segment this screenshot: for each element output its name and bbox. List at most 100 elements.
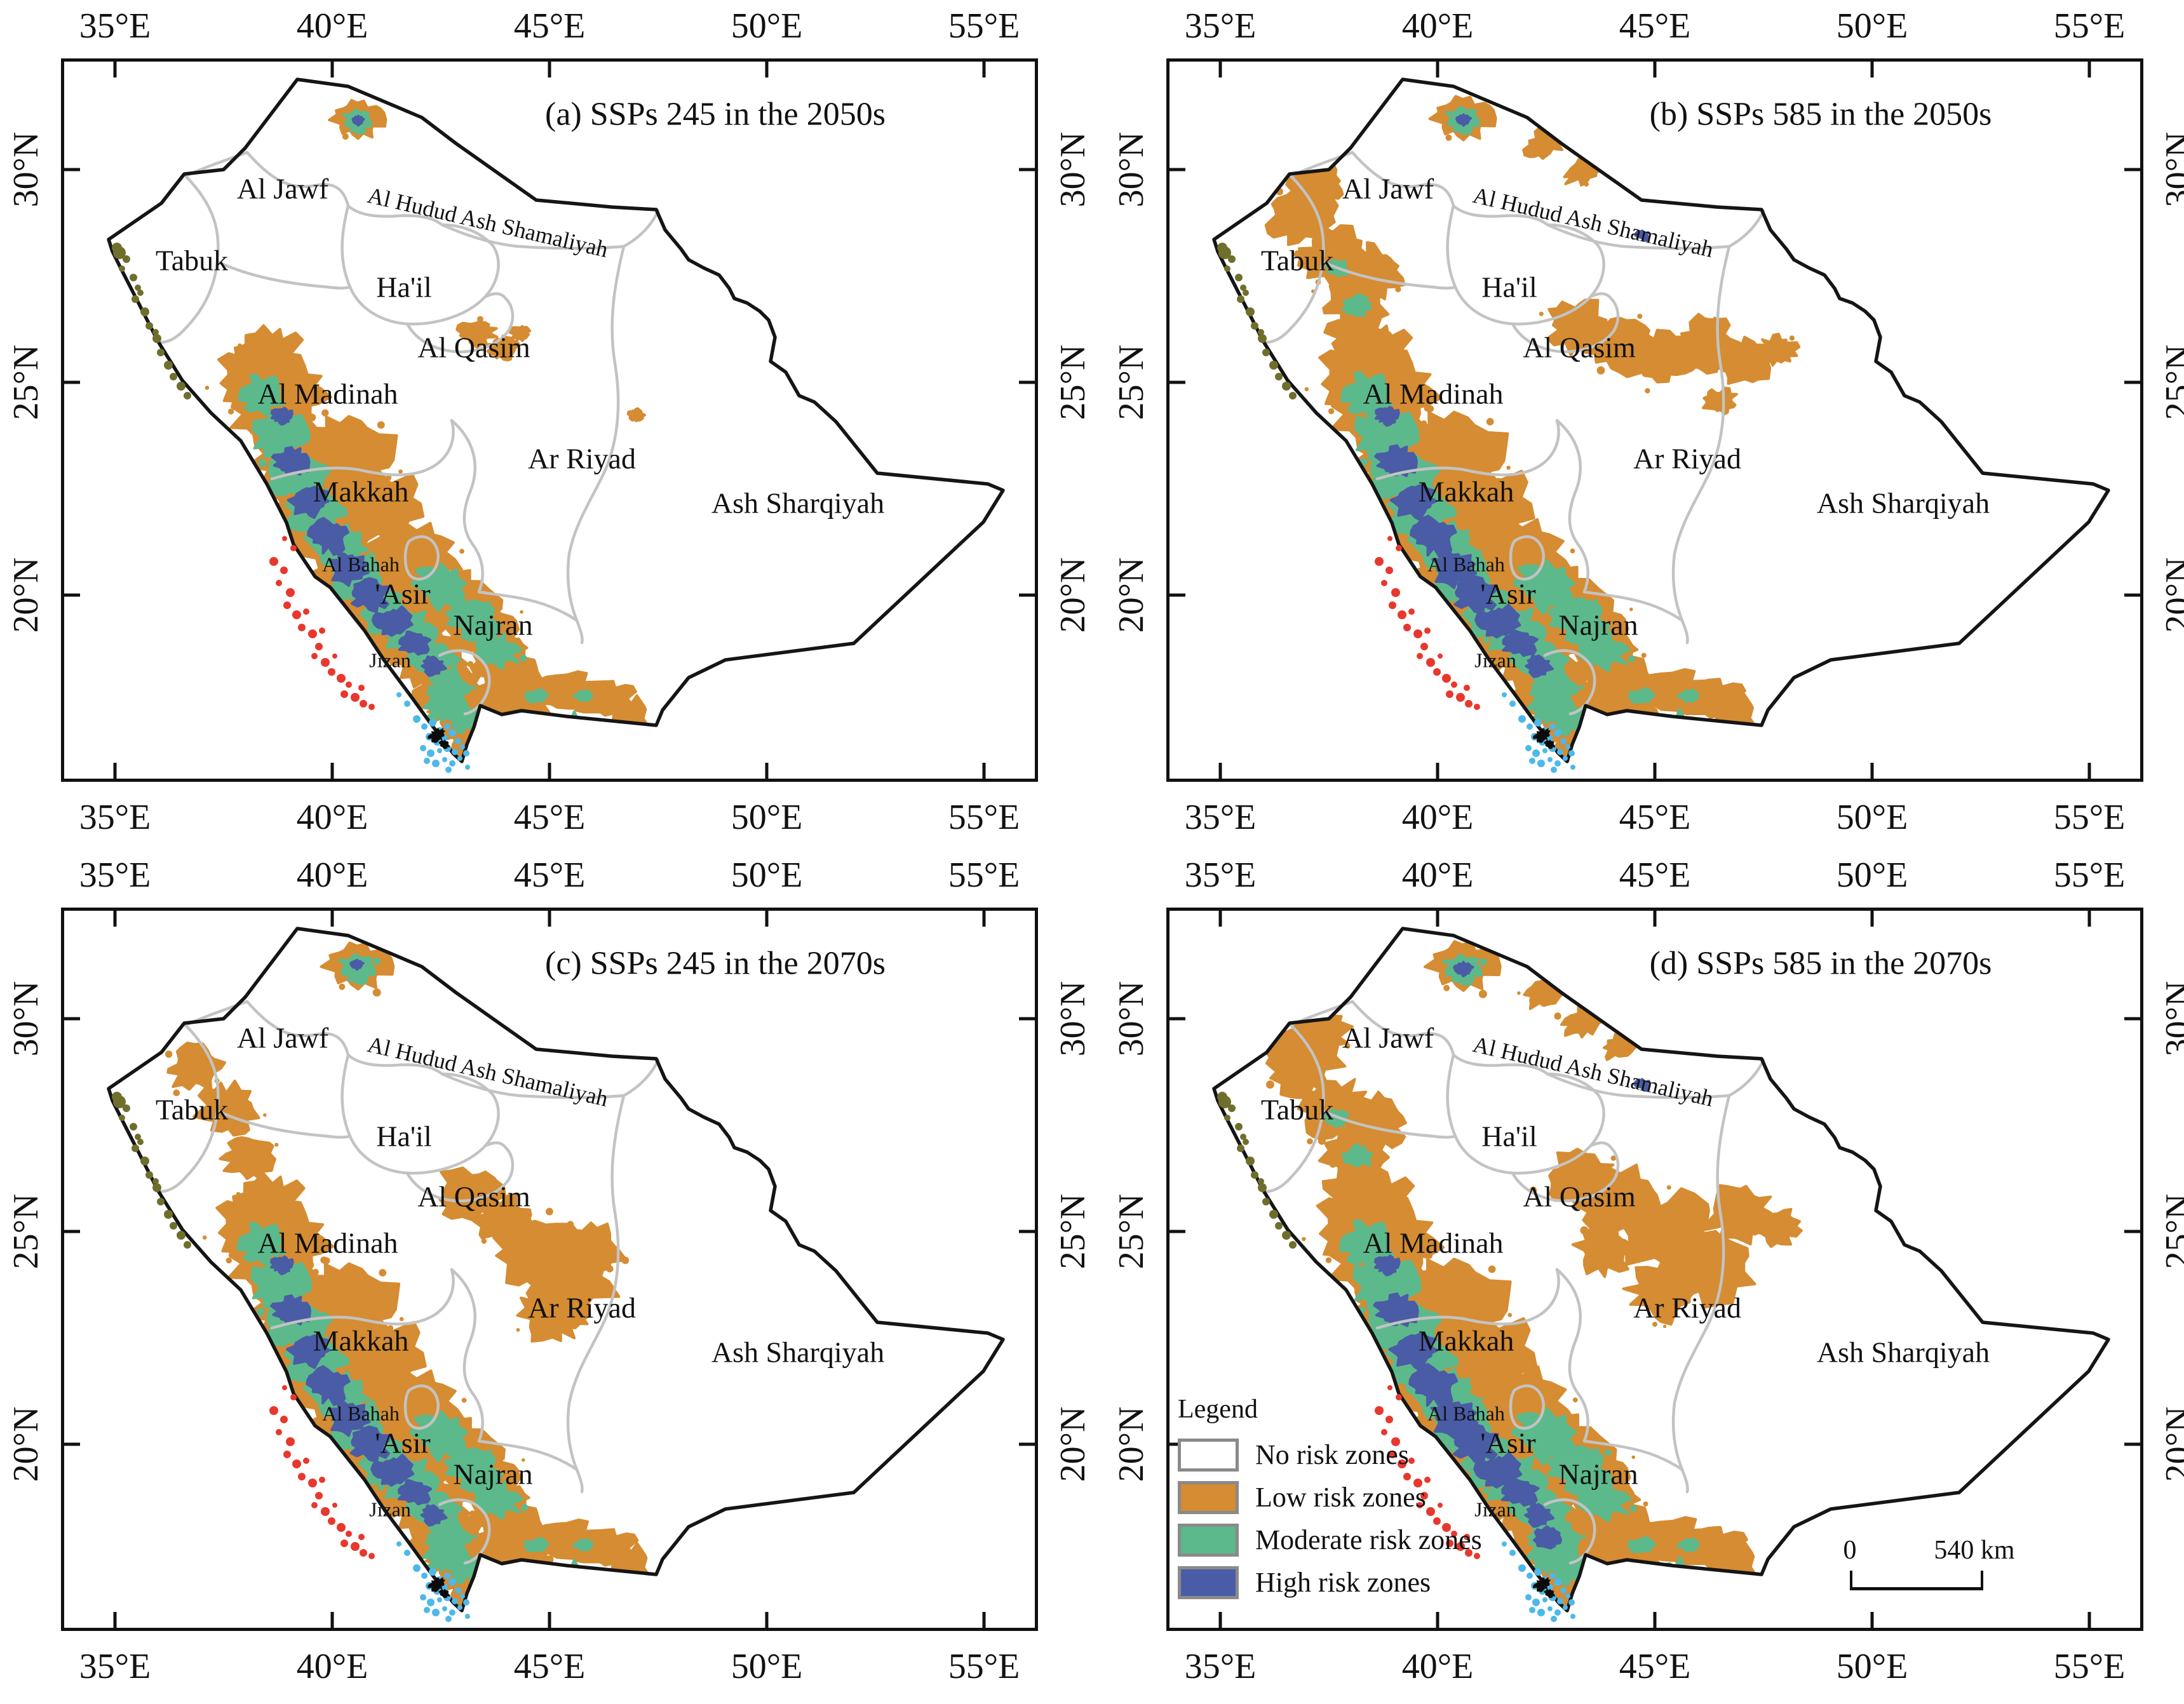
risk-speckle [1403,1327,1408,1332]
province-label: Ar Riyad [528,1291,636,1324]
risk-patch [1374,444,1418,478]
legend-item: Moderate risk zones [1178,1519,1534,1561]
risk-speckle [1345,1338,1353,1346]
olive-dot [137,1139,144,1145]
risk-patch [1677,688,1700,703]
observation-dots [112,243,470,773]
lon-label-bottom: 50°E [1836,798,1908,837]
red-dot [321,658,330,667]
lon-label-bottom: 35°E [79,1647,151,1686]
risk-patch [1323,311,1395,365]
risk-speckle [1405,576,1410,582]
risk-speckle [1554,1012,1561,1020]
risk-speckle [274,1143,279,1147]
risk-speckle [546,1207,553,1216]
red-dot [303,1458,309,1464]
map-svg-d [1166,908,2143,1631]
red-dot [1389,1451,1396,1458]
lon-label-bottom: 40°E [296,798,368,837]
province-label: Ha'il [1481,1120,1537,1153]
map-panel-c: 35°E 35°E 40°E 40°E 45°E 45°E 50°E 50°E 55°E 55°E… [6,855,1093,1686]
olive-dot [1258,329,1264,335]
island-shape [438,739,450,749]
red-dot [1426,658,1435,667]
risk-speckle [291,1430,296,1435]
olive-dot [1282,1231,1291,1240]
red-dot [340,1540,348,1547]
red-dot [332,1503,337,1508]
olive-dot [1243,290,1249,296]
risk-patch [286,485,330,520]
red-dot [1465,700,1473,708]
risk-patch [1526,676,1568,725]
lightblue-dot [429,1568,436,1576]
risk-speckle [1682,1262,1686,1266]
lightblue-dot [1529,758,1535,764]
risk-patch [420,1504,448,1527]
risk-speckle [262,1346,267,1352]
lightblue-dot [1565,1593,1570,1599]
map-svg-b [1166,58,2143,782]
risk-speckle [622,1597,628,1603]
risk-speckle [1466,1377,1471,1383]
red-dot [276,1429,282,1435]
red-dot [346,1531,352,1537]
lightblue-dot [445,1616,452,1622]
risk-speckle [1427,405,1434,412]
red-dot [1381,580,1387,586]
risk-speckle [1643,1501,1648,1506]
province-label: Al Qasim [1523,331,1636,364]
risk-patch [397,1479,433,1506]
risk-patch [1389,484,1438,521]
olive-dot [137,290,144,296]
lightblue-dot [1551,767,1557,773]
lightblue-dot [1534,1568,1542,1576]
risk-speckle [1365,500,1370,506]
red-dot [283,1451,291,1458]
province-label: Jizan [369,1498,411,1521]
red-dot [280,1416,288,1423]
province-label: Ha'il [376,1120,432,1153]
risk-speckle [1594,599,1598,603]
risk-patch [422,1527,462,1573]
lat-label-left: 25°N [1112,1193,1151,1270]
lat-label-left: 20°N [6,1406,46,1482]
legend-label: No risk zones [1255,1439,1409,1470]
province-label: 'Asir [375,577,431,610]
risk-speckle [379,1269,387,1277]
risk-speckle [1395,286,1401,293]
lon-label-bottom: 45°E [1619,798,1691,837]
risk-patch [238,373,286,415]
risk-speckle [577,1521,581,1525]
red-dot [1417,1502,1423,1508]
lon-label-bottom: 45°E [513,1647,586,1686]
risk-speckle [303,1425,308,1430]
lon-label-top: 45°E [1619,6,1691,46]
risk-speckle [1318,1137,1326,1145]
risk-speckle [1258,1047,1263,1052]
risk-speckle [238,343,242,347]
risk-patch [1701,386,1738,415]
red-dot [1438,654,1443,659]
lightblue-dot [404,1550,410,1556]
risk-speckle [1685,1519,1689,1523]
scale-tick-right [1981,1571,1983,1590]
risk-speckle [520,654,527,662]
risk-speckle [1631,1455,1635,1459]
risk-patch [1342,293,1373,318]
risk-speckle [321,409,329,417]
risk-zones-layer [205,98,649,760]
lightblue-dot [444,1573,450,1579]
lightblue-dot [1560,738,1567,744]
red-dot [332,654,337,659]
red-dot [1391,1437,1400,1446]
risk-speckle [1333,365,1339,372]
lat-label-right: 30°N [2159,981,2184,1057]
red-dot [328,668,335,676]
olive-dot [131,295,139,303]
olive-dot [170,373,177,380]
risk-speckle [1399,579,1407,587]
red-dot [346,681,352,688]
risk-speckle [1480,958,1487,966]
legend-swatch-0 [1178,1438,1239,1472]
